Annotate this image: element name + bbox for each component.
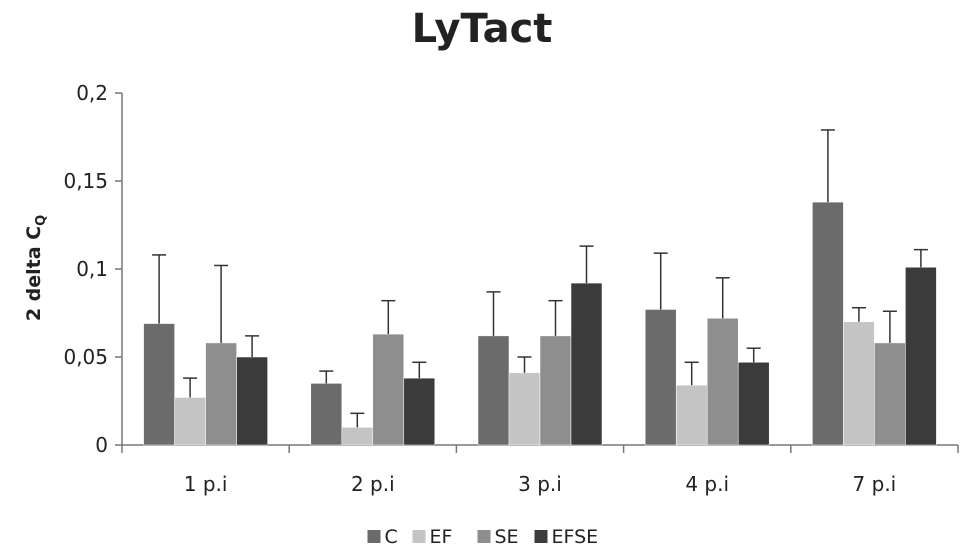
bar-SE-4 <box>874 342 906 446</box>
chart-title: LyTact <box>412 6 553 52</box>
bar-SE-0 <box>205 342 237 446</box>
bar-EF-4 <box>843 321 875 446</box>
error-bars <box>152 129 928 428</box>
legend-swatch-EF <box>412 530 426 543</box>
x-ticks: 1 p.i 2 p.i 3 p.i 4 p.i 7 p.i <box>121 445 959 496</box>
bar-EFSE-1 <box>403 377 436 446</box>
bar-EFSE-0 <box>236 356 268 446</box>
x-tick-label: 4 p.i <box>685 472 729 496</box>
bar-EF-1 <box>341 427 374 446</box>
legend-swatch-C <box>367 530 381 543</box>
x-tick-label: 2 p.i <box>351 472 395 496</box>
y-tick-label: 0,2 <box>76 81 108 105</box>
legend-label-SE: SE <box>495 526 519 548</box>
x-tick-label: 1 p.i <box>184 472 228 496</box>
legend-swatch-SE <box>477 530 491 543</box>
y-tick-label: 0 <box>95 433 108 457</box>
legend-label-C: C <box>385 526 398 548</box>
legend-label-EF: EF <box>430 526 453 548</box>
bar-EF-2 <box>508 372 541 446</box>
x-tick-label: 7 p.i <box>853 472 897 496</box>
y-axis-label-main: 2 delta C <box>23 226 45 321</box>
bar-EF-3 <box>675 384 708 446</box>
y-ticks: 0 0,05 0,1 0,15 0,2 <box>63 81 122 457</box>
bar-EFSE-4 <box>905 266 937 446</box>
bar-SE-1 <box>372 333 405 446</box>
bars <box>143 201 937 446</box>
bar-C-3 <box>644 309 677 446</box>
legend: C EF SE EFSE <box>367 526 599 548</box>
bar-SE-2 <box>539 335 572 446</box>
y-axis-label-subscript: Q <box>34 215 49 226</box>
legend-label-EFSE: EFSE <box>552 526 599 548</box>
bar-EF-0 <box>174 397 206 446</box>
bar-C-2 <box>477 335 510 446</box>
bar-C-0 <box>143 323 175 446</box>
y-axis-label: 2 delta CQ <box>23 215 49 321</box>
bar-EFSE-3 <box>737 362 770 446</box>
y-tick-label: 0,05 <box>63 345 108 369</box>
x-tick-label: 3 p.i <box>518 472 562 496</box>
bar-EFSE-2 <box>570 282 603 446</box>
y-tick-label: 0,15 <box>63 169 108 193</box>
legend-swatch-EFSE <box>534 530 548 543</box>
y-tick-label: 0,1 <box>76 257 108 281</box>
bar-C-4 <box>812 201 844 446</box>
bar-SE-3 <box>706 318 739 446</box>
bar-C-1 <box>310 383 343 446</box>
